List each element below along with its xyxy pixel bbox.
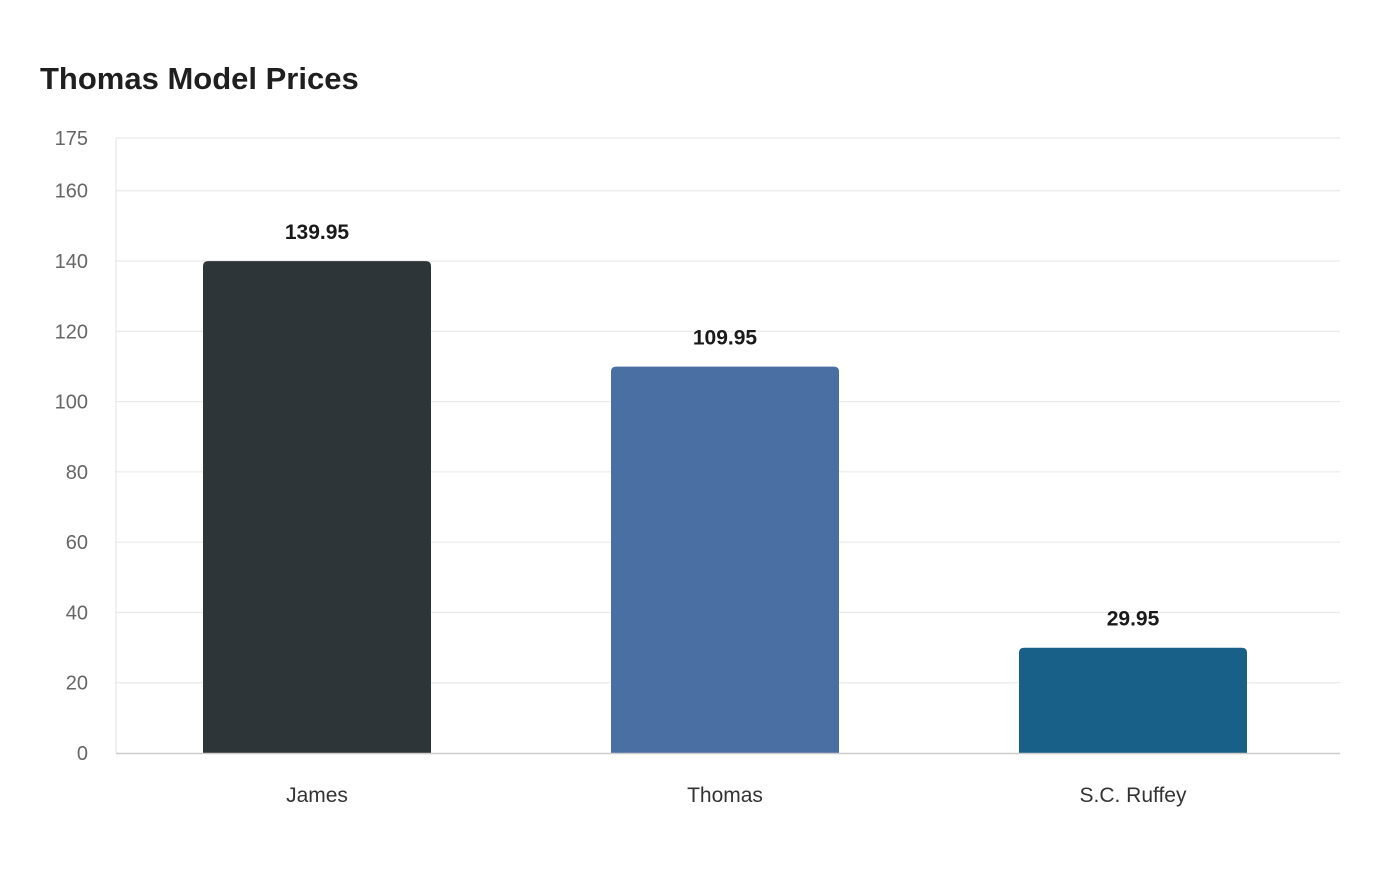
- y-tick-label: 100: [55, 392, 88, 414]
- y-tick-label: 60: [66, 532, 88, 554]
- y-tick-label: 0: [77, 743, 88, 765]
- bar-s-c-ruffey: [1019, 647, 1247, 753]
- data-label: 109.95: [693, 327, 758, 350]
- y-tick-label: 160: [55, 181, 88, 203]
- x-category-label: Thomas: [687, 784, 763, 807]
- bar-james: [203, 261, 431, 753]
- y-tick-label: 120: [55, 321, 88, 343]
- data-label: 139.95: [285, 221, 350, 244]
- y-tick-label: 80: [66, 462, 88, 484]
- y-tick-label: 140: [55, 251, 88, 273]
- chart-title: Thomas Model Prices: [40, 61, 359, 96]
- bar-thomas: [611, 366, 839, 753]
- y-tick-label: 40: [66, 602, 88, 624]
- y-tick-label: 20: [66, 673, 88, 695]
- x-category-label: James: [286, 784, 348, 807]
- y-tick-label: 175: [55, 128, 88, 150]
- data-label: 29.95: [1107, 608, 1160, 631]
- x-category-label: S.C. Ruffey: [1080, 784, 1187, 807]
